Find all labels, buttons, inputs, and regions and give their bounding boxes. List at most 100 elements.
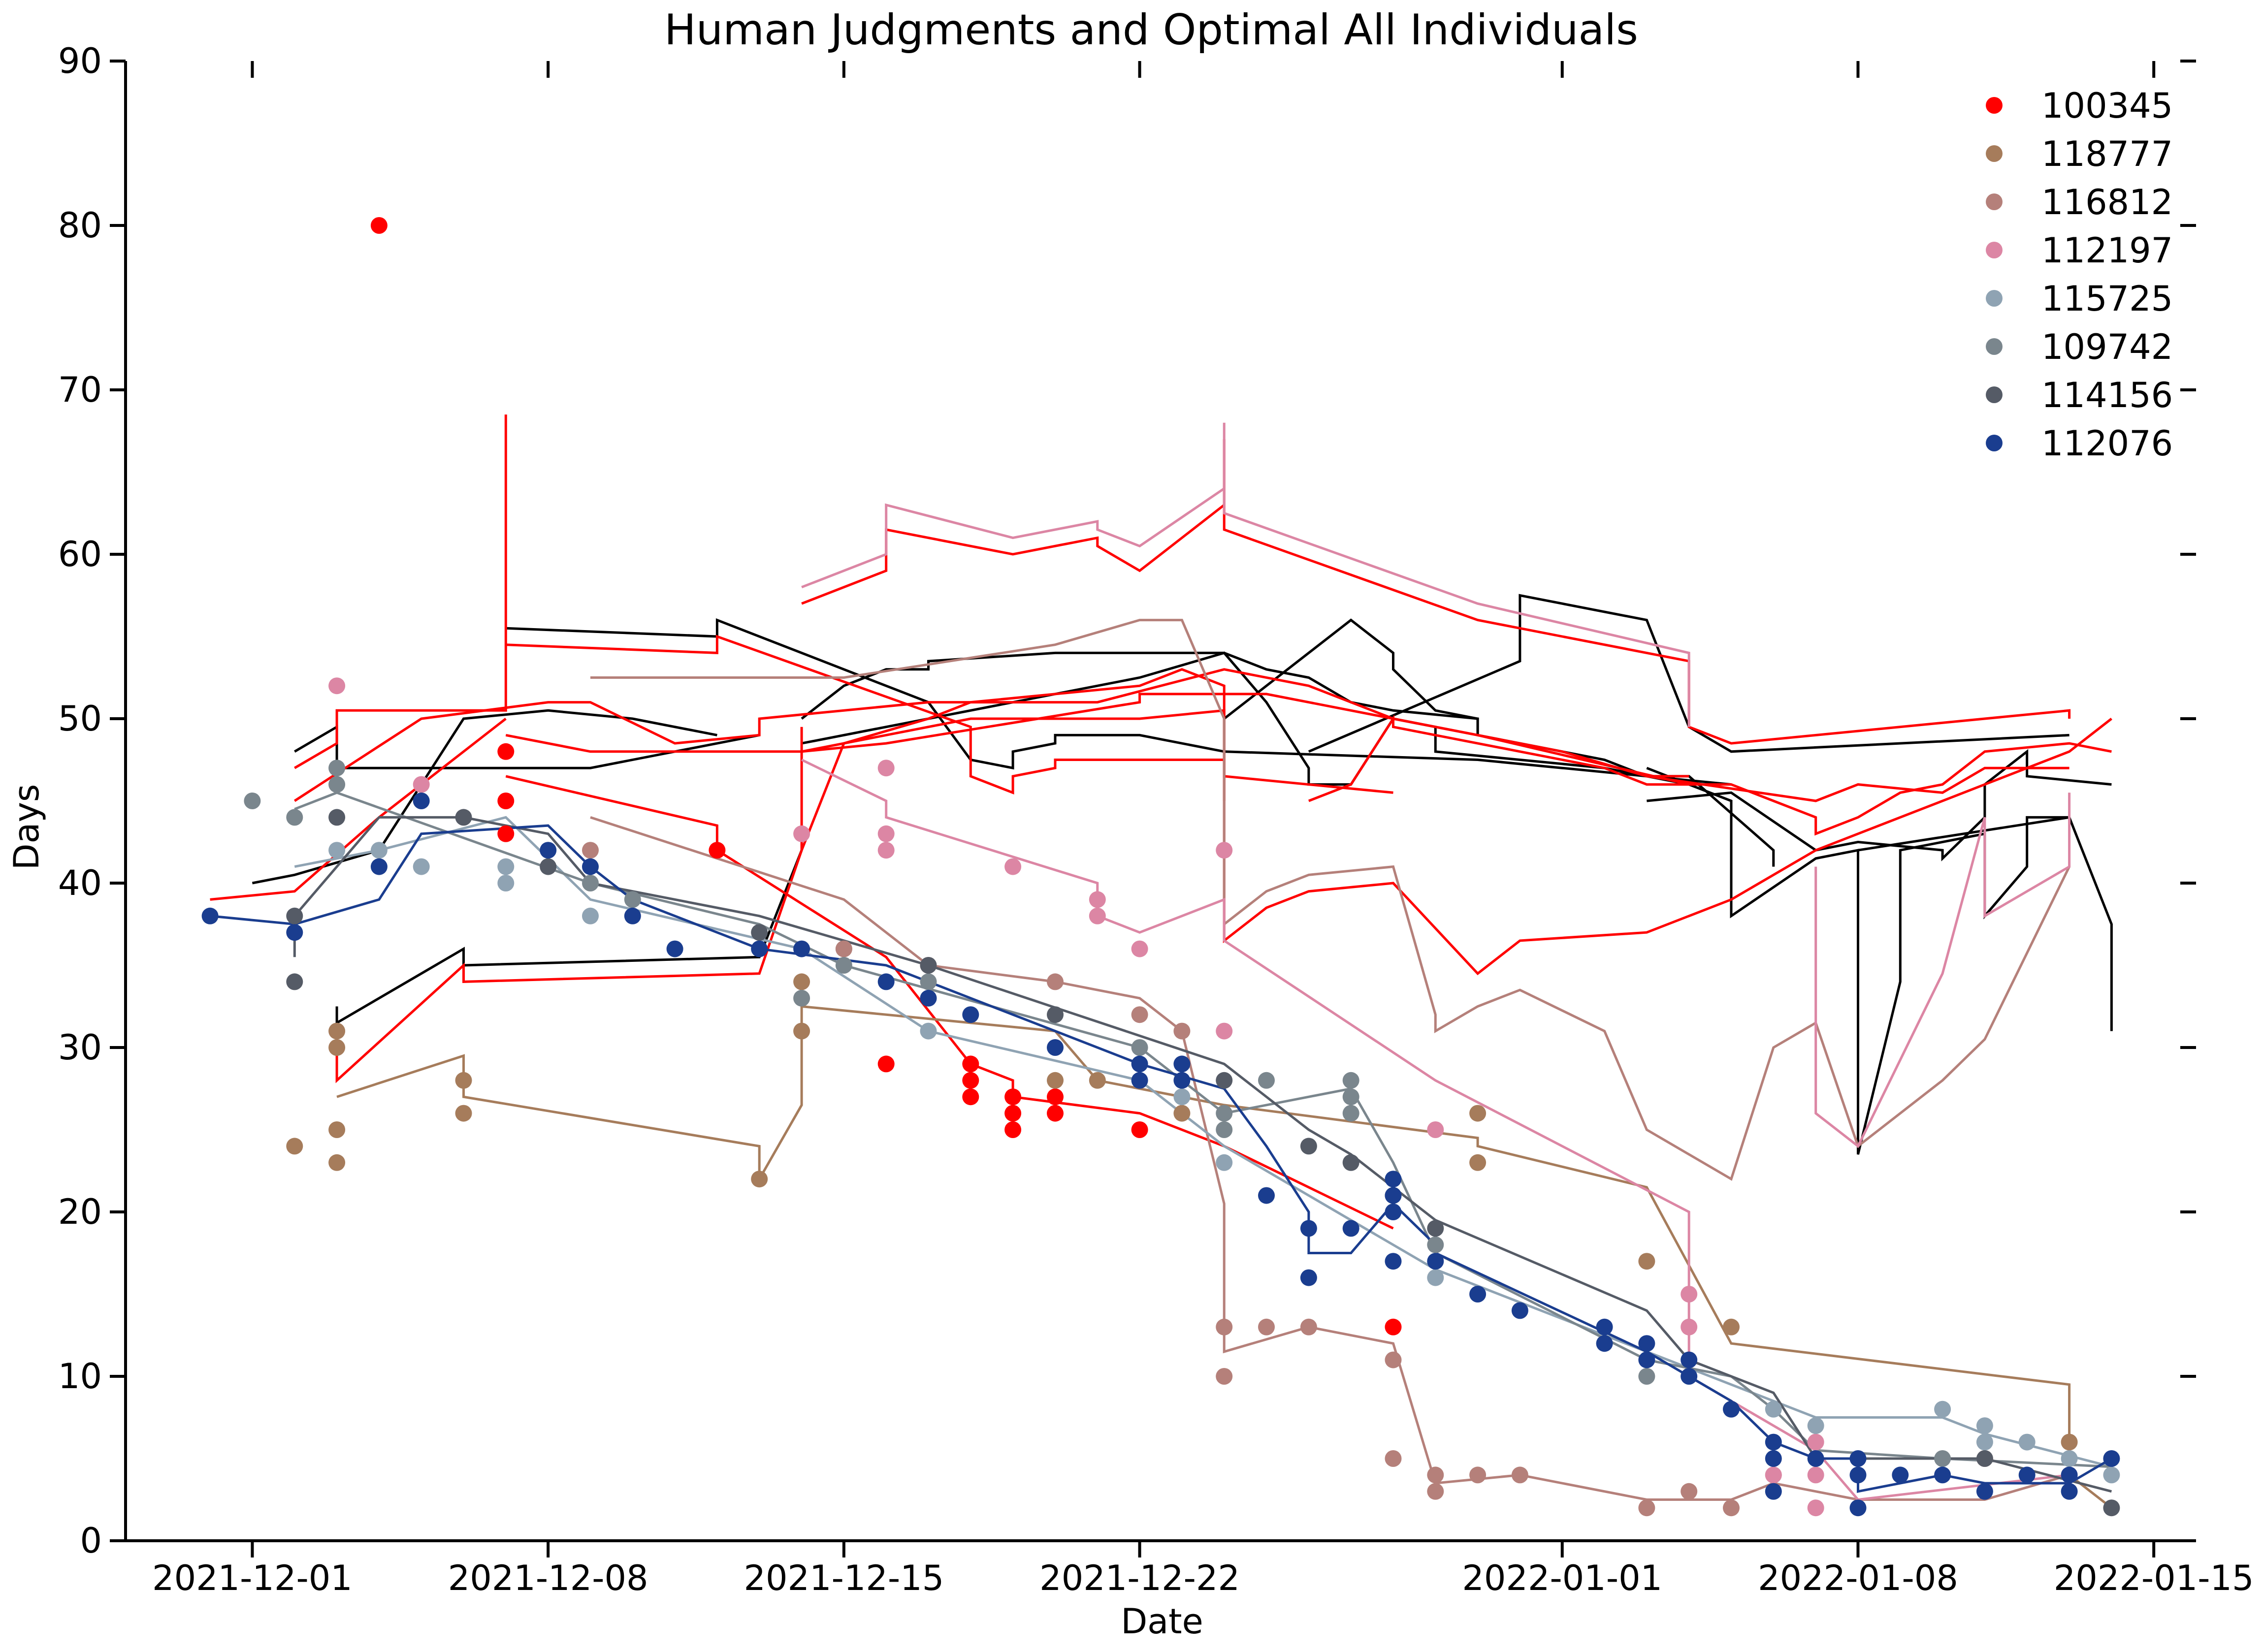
data-point <box>1681 1286 1698 1303</box>
data-point <box>962 1072 979 1089</box>
data-point <box>751 940 768 957</box>
data-point <box>1004 1105 1022 1122</box>
data-point <box>1427 1269 1444 1286</box>
data-point <box>328 1039 346 1056</box>
data-point <box>1342 1105 1359 1122</box>
data-point <box>793 1022 810 1040</box>
data-point <box>1976 1450 1993 1467</box>
data-point <box>286 924 303 941</box>
data-point <box>1300 1318 1317 1335</box>
series-line <box>294 414 1393 794</box>
data-point <box>1131 1055 1148 1073</box>
data-point <box>286 973 303 990</box>
data-point <box>793 973 810 990</box>
data-point <box>1976 1433 1993 1451</box>
data-point <box>877 760 895 777</box>
y-tick-label: 80 <box>58 205 102 246</box>
x-tick-label: 2021-12-22 <box>1039 1558 1240 1598</box>
data-point <box>328 842 346 859</box>
data-point <box>877 825 895 842</box>
data-point <box>1385 1171 1402 1188</box>
data-point <box>2061 1450 2078 1467</box>
data-point <box>2061 1483 2078 1500</box>
x-axis-label: Date <box>1121 1601 1203 1642</box>
series-line <box>1308 714 2112 836</box>
data-point <box>2103 1450 2120 1467</box>
legend-marker <box>1986 193 2003 210</box>
x-tick-label: 2021-12-01 <box>152 1558 353 1598</box>
data-point <box>244 793 261 809</box>
data-point <box>286 1138 303 1155</box>
y-axis-label: Days <box>6 784 47 870</box>
data-point <box>455 1072 472 1089</box>
data-point <box>1976 1417 1993 1434</box>
data-point <box>962 1055 979 1073</box>
data-point <box>920 1022 937 1040</box>
legend-label: 112197 <box>2041 230 2173 271</box>
data-point <box>1216 842 1233 859</box>
data-point <box>1173 1072 1191 1089</box>
data-point <box>1342 1072 1359 1089</box>
data-point <box>1004 1088 1022 1106</box>
series-line <box>294 816 2112 1468</box>
data-point <box>920 989 937 1007</box>
data-point <box>1469 1286 1487 1303</box>
data-point <box>1427 1121 1444 1138</box>
data-point <box>1681 1318 1698 1335</box>
y-tick-label: 50 <box>58 699 102 739</box>
data-point <box>1131 940 1148 957</box>
data-point <box>497 743 515 760</box>
data-point <box>497 875 515 891</box>
data-point <box>1385 1318 1402 1335</box>
data-point <box>1976 1483 1993 1500</box>
data-point <box>1216 1154 1233 1171</box>
data-point <box>1258 1072 1275 1089</box>
data-point <box>1934 1400 1951 1418</box>
axes <box>110 60 2196 1557</box>
data-point <box>877 973 895 990</box>
data-point <box>1849 1450 1867 1467</box>
data-point <box>2103 1499 2120 1517</box>
series-line <box>1858 816 2069 852</box>
data-point <box>1047 1006 1064 1023</box>
data-point <box>1385 1187 1402 1204</box>
data-point <box>751 1171 768 1188</box>
data-point <box>582 842 599 859</box>
data-point <box>1385 1450 1402 1467</box>
y-tick-label: 90 <box>58 41 102 81</box>
data-point <box>793 989 810 1007</box>
series-line <box>590 619 2070 1181</box>
data-point <box>540 858 557 875</box>
data-point <box>1596 1335 1613 1352</box>
data-point <box>328 1022 346 1040</box>
data-point <box>413 793 430 809</box>
data-point <box>1004 1121 1022 1138</box>
data-point <box>1765 1400 1782 1418</box>
series-line <box>505 693 1689 786</box>
data-point <box>1089 891 1106 908</box>
data-point <box>1638 1499 1655 1517</box>
y-tick-label: 10 <box>58 1356 102 1397</box>
data-point <box>1681 1368 1698 1385</box>
data-point <box>1300 1269 1317 1286</box>
series-line <box>590 816 2070 1501</box>
data-point <box>413 858 430 875</box>
data-point <box>835 957 852 974</box>
data-point <box>328 1154 346 1171</box>
data-point <box>328 1121 346 1138</box>
data-point <box>1131 1039 1148 1056</box>
x-tick-label: 2022-01-15 <box>2054 1558 2254 1598</box>
data-point <box>920 973 937 990</box>
data-point <box>582 858 599 875</box>
data-point <box>1849 1499 1867 1517</box>
data-point <box>540 842 557 859</box>
data-point <box>1427 1483 1444 1500</box>
data-point <box>1258 1318 1275 1335</box>
legend-marker <box>1986 290 2003 307</box>
data-point <box>1216 1022 1233 1040</box>
data-point <box>1638 1335 1655 1352</box>
data-point <box>877 842 895 859</box>
data-point <box>751 924 768 941</box>
series-line <box>506 618 1732 786</box>
data-point <box>370 217 388 234</box>
